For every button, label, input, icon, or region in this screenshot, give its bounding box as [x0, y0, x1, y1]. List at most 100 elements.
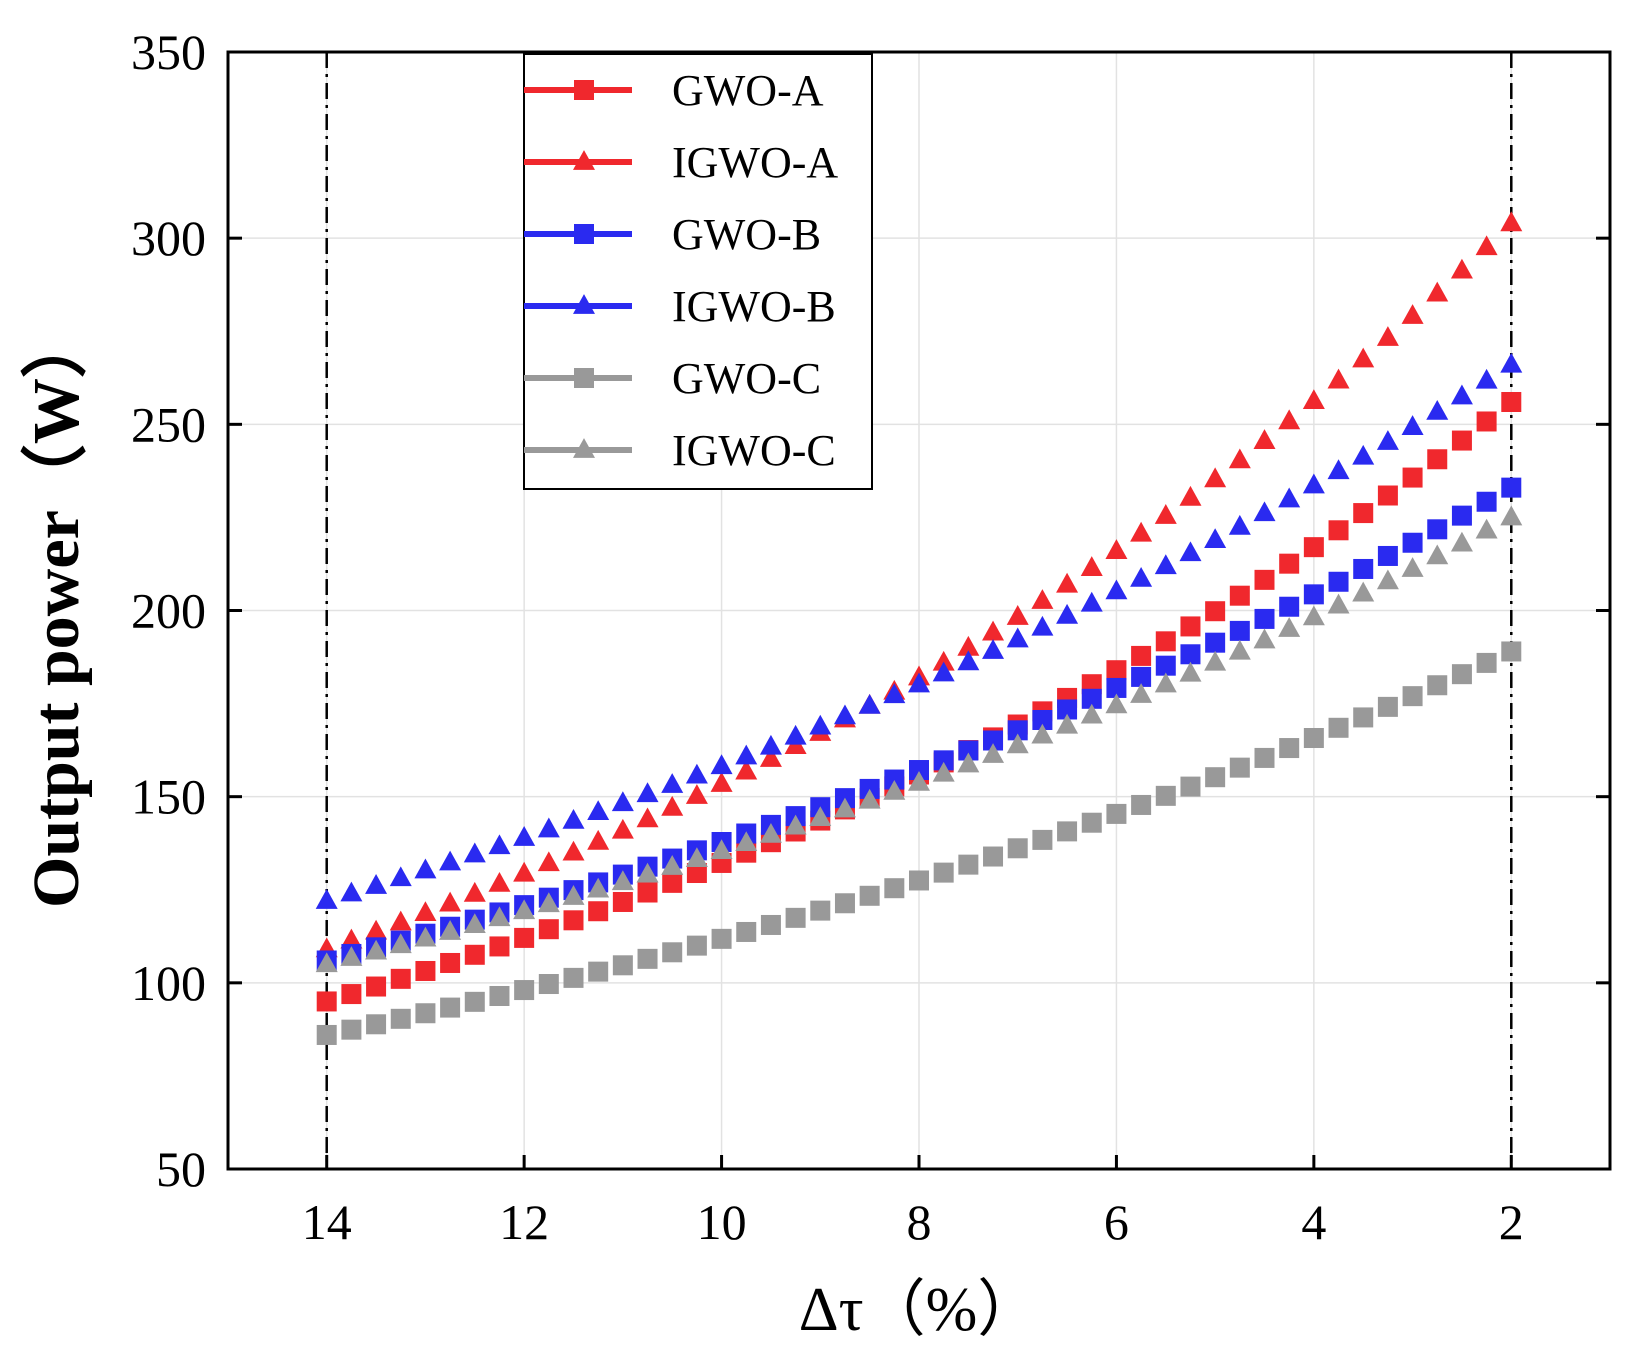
data-point — [1377, 545, 1398, 566]
data-point — [1229, 757, 1250, 778]
legend-item: GWO-A — [524, 66, 824, 115]
data-point — [1105, 693, 1128, 714]
data-point — [909, 760, 929, 781]
data-point — [685, 784, 708, 804]
data-point — [1254, 569, 1275, 590]
data-point — [1279, 553, 1300, 574]
legend-marker — [573, 150, 595, 170]
data-point — [932, 761, 955, 782]
data-point — [1501, 391, 1522, 412]
data-point — [1081, 812, 1102, 833]
data-point — [1105, 579, 1128, 600]
data-point — [1500, 211, 1523, 232]
data-point — [1006, 627, 1029, 648]
data-point — [1475, 235, 1498, 256]
legend-label: IGWO-B — [672, 282, 836, 331]
x-tick-label: 14 — [302, 1194, 352, 1250]
y-tick-label: 300 — [131, 210, 206, 266]
data-point — [611, 870, 634, 891]
data-point — [316, 1024, 337, 1045]
data-point — [1278, 487, 1301, 508]
data-point — [909, 870, 929, 891]
data-point — [908, 672, 930, 693]
legend-marker — [573, 438, 595, 458]
data-point — [685, 847, 708, 868]
data-point — [661, 795, 684, 816]
data-point — [537, 817, 560, 838]
data-point — [760, 914, 781, 935]
data-point — [1056, 572, 1079, 593]
data-point — [514, 980, 535, 1001]
data-point — [1302, 605, 1325, 626]
data-point — [1450, 531, 1473, 552]
data-point — [1426, 281, 1449, 302]
data-point — [1402, 686, 1423, 707]
legend-item: IGWO-B — [524, 282, 836, 331]
data-point — [513, 861, 536, 882]
data-point — [1451, 664, 1472, 685]
data-point — [1476, 491, 1497, 512]
data-point — [439, 891, 462, 912]
data-point — [1501, 641, 1522, 662]
data-point — [759, 822, 782, 843]
data-point — [440, 997, 461, 1018]
x-axis-title: Δτ（%） — [799, 1276, 1039, 1344]
data-point — [809, 714, 832, 735]
data-point — [1155, 631, 1176, 652]
data-point — [587, 829, 610, 850]
data-point — [1032, 829, 1053, 850]
data-point — [366, 1014, 387, 1035]
data-point — [1179, 661, 1202, 682]
data-point — [1006, 605, 1029, 625]
data-point — [933, 750, 954, 771]
data-point — [810, 900, 831, 921]
data-point — [1427, 519, 1448, 540]
data-point — [983, 730, 1004, 751]
legend-marker — [574, 224, 594, 244]
y-tick-label: 200 — [131, 583, 206, 639]
data-point — [1402, 467, 1423, 488]
data-point — [1253, 501, 1276, 522]
data-point — [1328, 571, 1349, 592]
data-point — [686, 935, 707, 956]
data-point — [1328, 717, 1349, 738]
data-point — [1278, 617, 1301, 637]
x-tick-label: 2 — [1499, 1194, 1524, 1250]
data-point — [1377, 696, 1398, 717]
data-point — [1205, 767, 1226, 788]
data-point — [1031, 615, 1054, 636]
data-point — [612, 891, 633, 912]
data-point — [464, 944, 485, 965]
data-point — [489, 936, 510, 957]
data-point — [982, 639, 1005, 659]
data-point — [908, 770, 930, 791]
data-point — [1427, 675, 1448, 696]
data-point — [389, 866, 412, 887]
data-point — [833, 797, 856, 818]
data-point — [1451, 430, 1472, 451]
y-tick-label: 100 — [131, 955, 206, 1011]
data-point — [983, 846, 1004, 867]
data-point — [612, 955, 633, 976]
legend-marker — [574, 368, 594, 388]
data-point — [1080, 591, 1103, 612]
data-point — [686, 863, 707, 884]
x-tick-label: 6 — [1104, 1194, 1129, 1250]
data-point — [1006, 733, 1029, 754]
data-point — [883, 780, 906, 800]
legend-item: IGWO-A — [524, 138, 838, 187]
data-point — [463, 913, 486, 934]
data-point — [957, 752, 980, 773]
data-point — [1352, 444, 1375, 465]
data-point — [1279, 596, 1300, 617]
data-point — [463, 842, 486, 863]
data-point — [1106, 803, 1127, 824]
data-point — [1204, 650, 1227, 671]
data-point — [1131, 666, 1152, 687]
data-point — [1253, 429, 1276, 449]
data-point — [513, 899, 536, 920]
data-point — [1426, 399, 1449, 420]
data-point — [439, 850, 462, 871]
data-point — [488, 906, 511, 927]
